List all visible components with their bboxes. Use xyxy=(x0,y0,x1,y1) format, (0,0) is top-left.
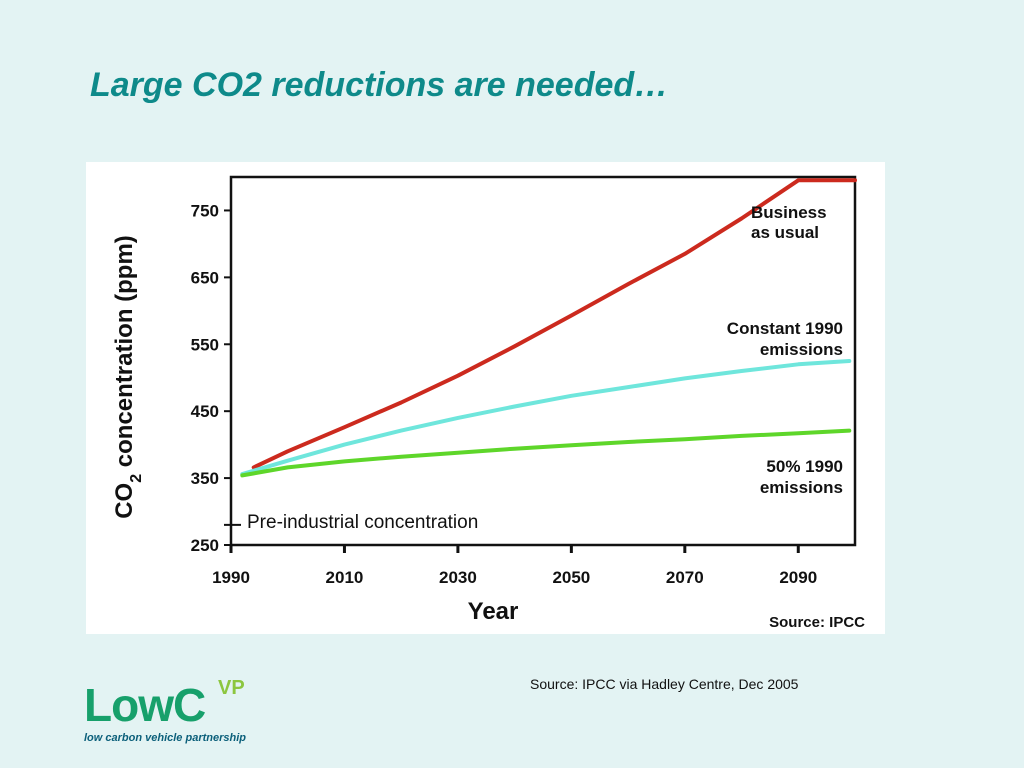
chart-source-label: Source: IPCC xyxy=(769,614,865,631)
x-tick-label-2090: 2090 xyxy=(779,568,817,587)
x-tick-label-2050: 2050 xyxy=(552,568,590,587)
logo-tagline: low carbon vehicle partnership xyxy=(84,732,246,744)
y-tick-label-650: 650 xyxy=(191,268,219,287)
series-line-half-1990-emissions xyxy=(240,428,852,478)
y-tick-label-250: 250 xyxy=(191,536,219,555)
series-label-half-2: emissions xyxy=(760,478,843,497)
lowcvp-logo: LowC VP low carbon vehicle partnership xyxy=(84,676,294,746)
logo-superscript: VP xyxy=(218,677,245,699)
x-tick-label-2070: 2070 xyxy=(666,568,704,587)
pre-industrial-label: Pre-industrial concentration xyxy=(247,512,478,533)
y-tick-label-550: 550 xyxy=(191,335,219,354)
y-axis-title-main: CO xyxy=(111,483,138,519)
series-line-constant-1990-emissions xyxy=(240,359,852,477)
source-note: Source: IPCC via Hadley Centre, Dec 2005 xyxy=(530,676,799,692)
y-tick-label-350: 350 xyxy=(191,469,219,488)
slide-title: Large CO2 reductions are needed… xyxy=(90,66,669,104)
series-label-bau-2: as usual xyxy=(751,223,819,242)
y-axis-title: CO2 concentration (ppm) xyxy=(111,235,145,519)
x-tick-label-2010: 2010 xyxy=(326,568,364,587)
x-axis-title: Year xyxy=(468,598,519,625)
series-line-business-as-usual xyxy=(251,178,857,470)
x-tick-label-1990: 1990 xyxy=(212,568,250,587)
series-label-constant-2: emissions xyxy=(760,340,843,359)
series-label-bau-1: Business xyxy=(751,203,827,222)
chart-panel: 1990 2010 2030 2050 2070 2090 250 350 450 550 650 7… xyxy=(86,162,885,634)
series-label-constant-1: Constant 1990 xyxy=(727,319,843,338)
y-tick-label-450: 450 xyxy=(191,402,219,421)
series-label-half-1: 50% 1990 xyxy=(766,457,843,476)
x-tick-label-2030: 2030 xyxy=(439,568,477,587)
y-axis-title-sub: 2 xyxy=(128,474,145,483)
co2-chart: 1990 2010 2030 2050 2070 2090 250 350 450 550 650 7… xyxy=(111,175,865,631)
logo-wordmark: LowC xyxy=(84,679,206,731)
y-axis-title-rest: concentration (ppm) xyxy=(111,235,138,474)
y-tick-label-750: 750 xyxy=(191,201,219,220)
plot-frame xyxy=(229,175,857,547)
